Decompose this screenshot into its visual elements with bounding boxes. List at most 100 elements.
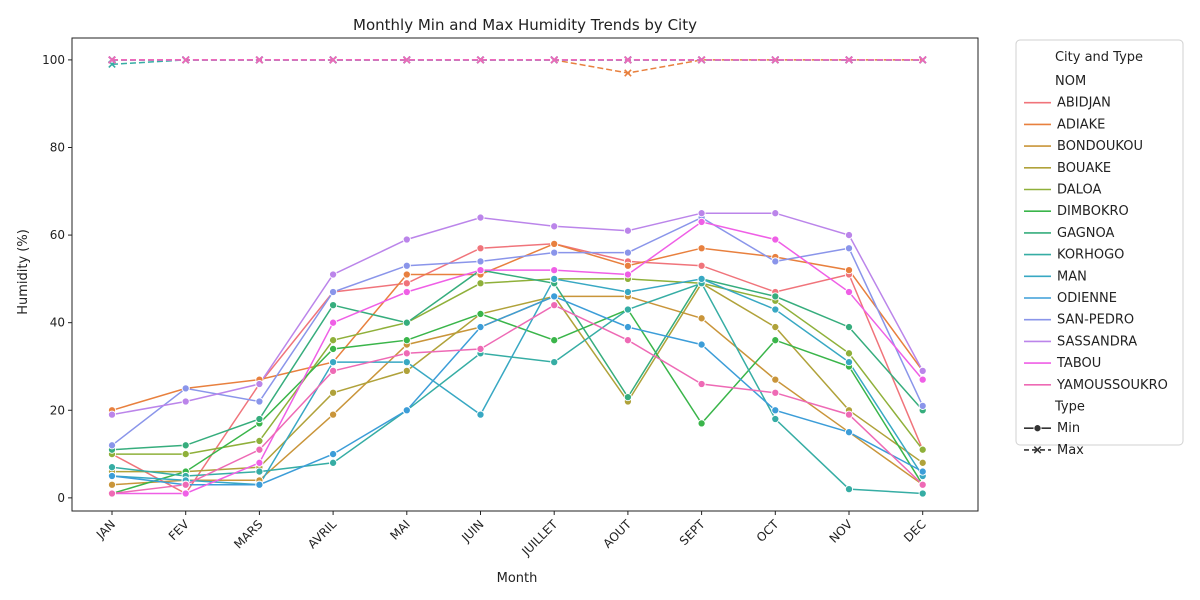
data-point-korhogo-min (329, 458, 338, 467)
y-tick-label: 0 (57, 491, 65, 505)
legend-entry-label: GAGNOA (1057, 226, 1115, 241)
series-line-adiake-max (112, 59, 923, 74)
data-point-yamoussoukro-min (918, 480, 927, 489)
data-point-daloa-min (476, 279, 485, 288)
data-point-odienne-min (402, 406, 411, 415)
legend-entry-label: BOUAKE (1057, 161, 1111, 176)
legend-entry-label: YAMOUSSOUKRO (1056, 378, 1168, 393)
legend-hue-title: NOM (1055, 74, 1086, 89)
y-axis-label: Humidity (%) (16, 229, 31, 315)
data-point-tabou-min (255, 458, 264, 467)
data-point-odienne-min (255, 480, 264, 489)
legend-entry-label: MAN (1057, 269, 1087, 284)
data-point-yamoussoukro-min (844, 410, 854, 419)
legend-style-marker-min (1033, 424, 1042, 433)
data-point-yamoussoukro-min (402, 349, 411, 358)
data-point-tabou-min (697, 217, 706, 226)
data-point-yamoussoukro-min (623, 336, 632, 345)
data-point-man-min (771, 305, 780, 314)
data-point-tabou-min (918, 375, 927, 384)
data-point-san-pedro-min (771, 257, 780, 266)
data-point-sassandra-min (623, 226, 632, 235)
data-point-odienne-min (844, 428, 854, 437)
legend-entry-label: ODIENNE (1057, 291, 1117, 306)
data-point-daloa-min (255, 436, 264, 445)
data-point-dimbokro-min (771, 336, 780, 345)
data-point-gagnoa-min (329, 301, 338, 310)
data-point-korhogo-min (107, 463, 117, 472)
plot-area-frame (71, 37, 979, 512)
data-point-korhogo-min (255, 467, 264, 476)
data-point-san-pedro-min (255, 397, 264, 406)
series-line-sassandra-min (111, 212, 924, 416)
data-point-tabou-min (476, 266, 485, 275)
data-point-odienne-min (771, 406, 780, 415)
data-point-tabou-min (623, 270, 632, 279)
data-point-yamoussoukro-min (697, 379, 706, 389)
data-point-bondoukou-min (771, 375, 780, 384)
x-axis: JAN FEV MARS AVRIL MAI JUIN JUILLET AOUT SEPT OCT… (93, 511, 929, 559)
x-tick-label: AOUT (600, 517, 634, 551)
data-point-yamoussoukro-max (329, 56, 337, 64)
data-point-sassandra-min (918, 366, 927, 375)
y-tick-label: 20 (50, 403, 65, 417)
data-point-adiake-min (844, 266, 854, 275)
x-tick-label: DEC (901, 517, 929, 545)
legend-entry-label: ADIAKE (1057, 117, 1105, 132)
data-point-tabou-min (181, 489, 190, 498)
series-line-gagnoa-min (111, 269, 924, 451)
data-point-daloa-min (181, 450, 190, 459)
legend-entry-label: SASSANDRA (1057, 334, 1137, 349)
data-point-daloa-min (844, 349, 854, 358)
data-point-man-min (329, 358, 338, 367)
data-point-sassandra-min (181, 397, 190, 406)
data-point-bouake-min (402, 366, 411, 375)
data-point-korhogo-min (550, 358, 559, 367)
data-point-tabou-min (550, 266, 559, 275)
data-point-man-min (402, 358, 411, 367)
data-point-san-pedro-min (623, 248, 632, 257)
data-point-tabou-min (844, 287, 854, 297)
legend-entry-label: TABOU (1056, 356, 1101, 371)
x-tick-label: MARS (231, 517, 265, 551)
data-point-abidjan-min (476, 244, 485, 253)
data-point-korhogo-min (844, 485, 854, 494)
data-point-yamoussoukro-max (403, 56, 411, 64)
series-lines (111, 59, 924, 495)
data-point-sassandra-min (771, 209, 780, 218)
data-point-san-pedro-min (550, 248, 559, 257)
x-tick-label: MAI (387, 517, 413, 543)
data-point-korhogo-min (918, 489, 927, 498)
y-tick-label: 100 (42, 53, 65, 67)
series-line-daloa-min (112, 278, 924, 455)
data-point-bouake-min (771, 323, 780, 332)
data-point-san-pedro-min (918, 401, 927, 410)
data-point-yamoussoukro-max (108, 56, 116, 64)
data-point-yamoussoukro-max (476, 56, 485, 64)
data-point-yamoussoukro-max (181, 56, 190, 64)
data-point-adiake-min (402, 270, 411, 279)
data-point-yamoussoukro-max (624, 56, 632, 64)
series-line-san-pedro-min (111, 216, 924, 446)
data-point-dimbokro-min (329, 344, 338, 354)
data-point-sassandra-min (255, 379, 264, 389)
data-point-man-min (844, 358, 854, 367)
data-point-yamoussoukro-min (181, 480, 190, 489)
series-line-yamoussoukro-min (111, 304, 924, 495)
data-point-adiake-min (697, 244, 706, 253)
data-point-san-pedro-min (181, 384, 190, 393)
data-point-sassandra-min (329, 270, 338, 279)
data-point-sassandra-min (476, 213, 485, 222)
y-axis: 0 20 40 60 80 100 (42, 53, 72, 505)
data-point-odienne-min (918, 467, 927, 476)
legend-style-label: Max (1057, 443, 1084, 458)
legend-style-label: Min (1057, 421, 1080, 436)
data-point-yamoussoukro-min (771, 388, 780, 397)
data-point-daloa-min (918, 445, 927, 454)
data-point-yamoussoukro-min (329, 366, 338, 375)
series-line-dimbokro-min (111, 308, 924, 495)
data-point-sassandra-min (844, 231, 854, 240)
data-point-yamoussoukro-min (255, 445, 264, 454)
x-axis-label: Month (497, 571, 538, 586)
data-point-sassandra-min (402, 235, 411, 244)
